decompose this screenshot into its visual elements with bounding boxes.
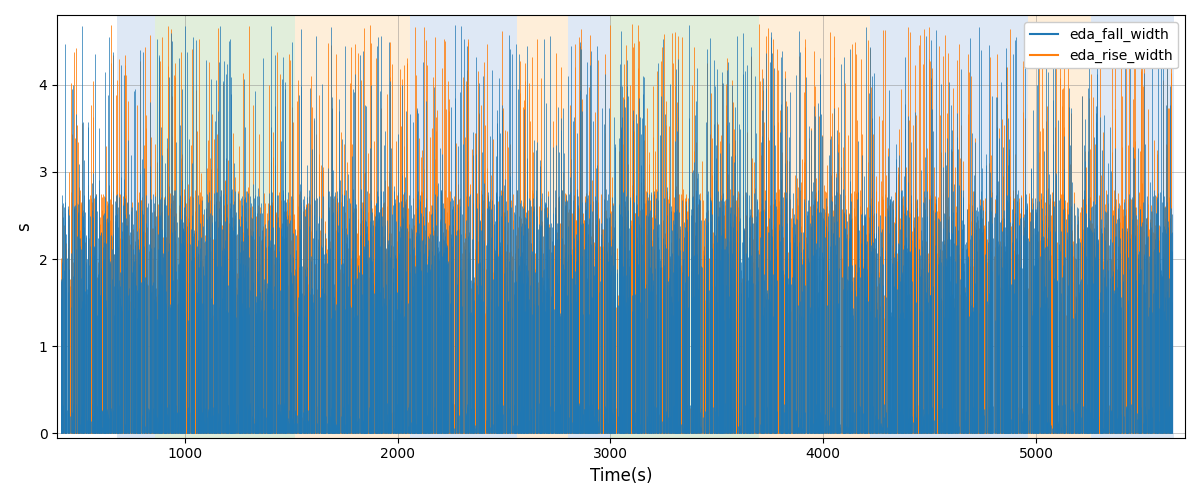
Bar — [870, 15, 1027, 438]
Bar — [1027, 15, 1091, 438]
Bar — [155, 15, 295, 438]
Bar — [1091, 15, 1175, 438]
Legend: eda_fall_width, eda_rise_width: eda_fall_width, eda_rise_width — [1025, 22, 1178, 68]
Bar — [410, 15, 444, 438]
Bar — [611, 15, 760, 438]
Bar — [116, 15, 155, 438]
Bar — [295, 15, 410, 438]
X-axis label: Time(s): Time(s) — [590, 467, 653, 485]
Y-axis label: s: s — [16, 222, 34, 230]
Bar — [568, 15, 611, 438]
Bar — [760, 15, 870, 438]
Bar — [444, 15, 517, 438]
Bar — [517, 15, 568, 438]
